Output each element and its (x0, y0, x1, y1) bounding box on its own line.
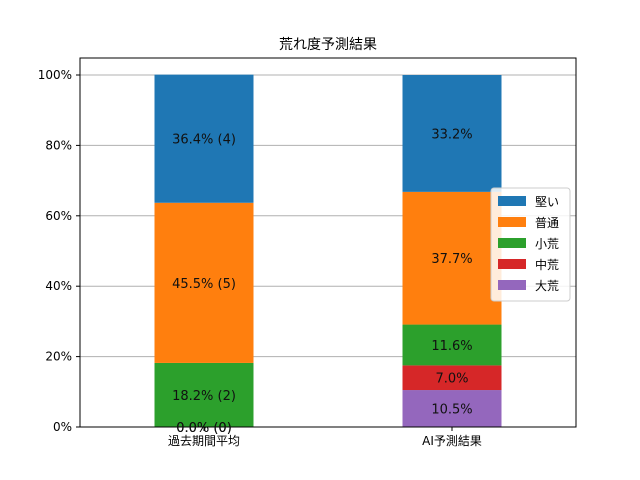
bar-segment-label: 45.5% (5) (172, 277, 236, 292)
legend-swatch (498, 280, 526, 290)
bar-segment-label: 11.6% (431, 339, 472, 354)
y-tick-label: 40% (45, 279, 72, 293)
bar-segment (402, 324, 502, 366)
legend-swatch (498, 196, 526, 206)
x-tick-label: 過去期間平均 (168, 434, 240, 448)
bar-segment-label: 33.2% (431, 127, 472, 142)
bars-group (154, 74, 502, 427)
legend-swatch (498, 259, 526, 269)
legend-label: 中荒 (535, 257, 559, 272)
legend-label: 大荒 (535, 279, 559, 293)
bar-segment-label: 10.5% (431, 403, 472, 418)
x-tick-label: AI予測結果 (422, 434, 482, 448)
bar-segment (402, 390, 502, 427)
bar-segment (154, 74, 254, 203)
legend-swatch (498, 238, 526, 248)
y-tick-label: 0% (53, 420, 72, 434)
bar-segment-label: 7.0% (435, 372, 468, 387)
y-tick-label: 80% (45, 138, 72, 152)
bar-segment (402, 75, 502, 192)
legend-label: 普通 (535, 216, 559, 230)
y-tick-label: 100% (38, 68, 72, 82)
y-tick-label: 20% (45, 350, 72, 364)
chart-title: 荒れ度予測結果 (279, 37, 377, 53)
legend-swatch (498, 217, 526, 227)
bar-segment-label: 0.0% (0) (176, 421, 232, 436)
bar-segment (402, 191, 502, 325)
bar-segment-label: 0.0% (0) (176, 421, 232, 436)
legend-box (490, 187, 571, 302)
bar-segment (154, 362, 254, 427)
bar-segment-label: 18.2% (2) (172, 389, 236, 404)
y-tick-label: 60% (45, 209, 72, 223)
plot-frame (79, 57, 577, 428)
y-axis: 0% 20% 40% 60% 80% 100% (38, 68, 80, 434)
legend-label: 堅い (535, 195, 559, 209)
bar-segment (402, 365, 502, 391)
segment-labels: 0.0% (0)0.0% (0)18.2% (2)45.5% (5)36.4% … (172, 127, 473, 436)
bar-segment-label: 37.7% (431, 252, 472, 267)
legend-label: 小荒 (535, 237, 559, 251)
bar-segment (154, 202, 254, 363)
bar-segment-label: 36.4% (4) (172, 133, 236, 148)
x-axis: 過去期間平均 AI予測結果 (168, 427, 482, 448)
